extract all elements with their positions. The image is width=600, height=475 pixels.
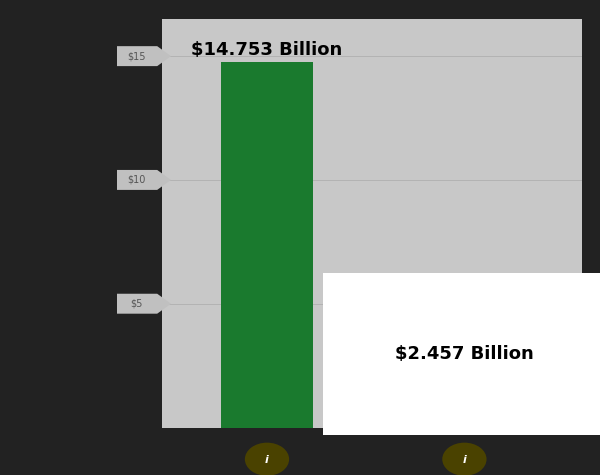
Bar (414, 418, 515, 428)
Polygon shape (117, 170, 171, 190)
Text: $5: $5 (131, 299, 143, 309)
Bar (221, 62, 313, 428)
Text: $10: $10 (128, 175, 146, 185)
Text: i: i (463, 456, 466, 466)
Text: $15: $15 (128, 51, 146, 61)
Text: $2.457 Billion: $2.457 Billion (395, 345, 534, 363)
Ellipse shape (245, 443, 289, 475)
Text: $14.753 Billion: $14.753 Billion (191, 40, 343, 58)
Polygon shape (117, 294, 171, 314)
Text: i: i (265, 456, 269, 466)
Bar (414, 367, 515, 418)
Ellipse shape (442, 443, 487, 475)
Polygon shape (117, 46, 171, 66)
